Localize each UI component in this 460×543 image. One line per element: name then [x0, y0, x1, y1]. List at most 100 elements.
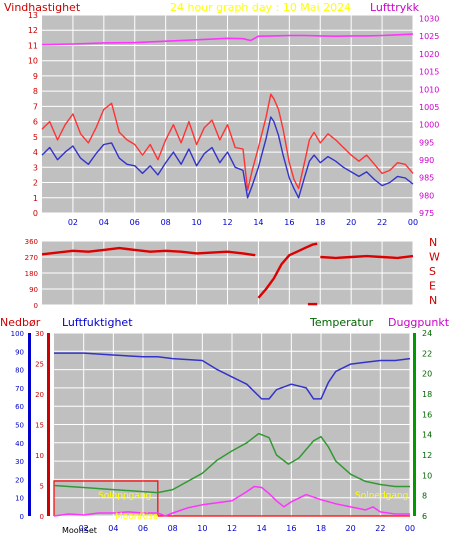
- night-box: [53, 480, 410, 517]
- x-tick-label: 02: [68, 218, 78, 227]
- y2-tick-label: 990: [419, 156, 434, 165]
- temp-tick-label: 24: [422, 329, 432, 338]
- temp-tick-label: 20: [422, 370, 432, 379]
- wind-speed-line: [41, 116, 414, 199]
- humidity-label: Luftfuktighet: [62, 316, 133, 329]
- humidity-tick-label: 20: [15, 476, 24, 484]
- y-tick-label: 90: [29, 286, 38, 294]
- humidity-tick-label: 30: [15, 458, 24, 466]
- x-tick-label: 14: [253, 218, 263, 227]
- humidity-axis-bar: [28, 333, 31, 516]
- humidity-tick-label: 0: [20, 513, 24, 521]
- y2-tick-label: 980: [419, 191, 434, 200]
- y-tick-label: 5: [33, 133, 38, 142]
- y-tick-label: 11: [28, 41, 38, 50]
- temp-tick-label: 10: [422, 471, 432, 480]
- y2-tick-label: 975: [419, 209, 434, 218]
- y2-tick-label: 1000: [419, 121, 439, 130]
- x-tick-label: 18: [316, 524, 326, 533]
- temp-tick-label: 16: [422, 410, 432, 419]
- y-tick-label: 0: [34, 302, 38, 310]
- y2-tick-label: 1010: [419, 85, 439, 94]
- x-tick-label: 20: [346, 524, 356, 533]
- wind-gust-line: [41, 93, 414, 191]
- x-tick-label: 04: [108, 524, 118, 533]
- temp-tick-label: 12: [422, 451, 432, 460]
- humidity-tick-label: 60: [15, 403, 24, 411]
- precipitation-label: Nedbør: [0, 316, 41, 329]
- compass-label: S: [429, 265, 436, 278]
- temperature-label: Temperatur: [309, 316, 374, 329]
- compass-label: E: [429, 280, 436, 293]
- y2-tick-label: 1015: [419, 68, 439, 77]
- humidity-tick-label: 10: [15, 495, 24, 503]
- precip-tick-label: 5: [40, 483, 44, 491]
- y2-tick-label: 995: [419, 138, 434, 147]
- y-tick-label: 180: [25, 270, 38, 278]
- precip-tick-label: 25: [35, 361, 44, 369]
- y-tick-label: 13: [28, 11, 38, 20]
- precip-tick-label: 20: [35, 391, 44, 399]
- precip-tick-label: 15: [35, 422, 44, 430]
- y-tick-label: 7: [33, 102, 38, 111]
- y-tick-label: 2: [33, 179, 38, 188]
- x-tick-label: 10: [191, 218, 201, 227]
- temp-tick-label: 22: [422, 349, 432, 358]
- y-tick-label: 1: [33, 194, 38, 203]
- wind-pressure-panel: 0123456789101112139759809859909951000100…: [28, 11, 440, 227]
- x-tick-label: 04: [99, 218, 109, 227]
- x-tick-label: 22: [377, 218, 387, 227]
- y-tick-label: 3: [33, 163, 38, 172]
- x-tick-label: 16: [286, 524, 296, 533]
- compass-label: W: [429, 251, 440, 264]
- temperature-line: [53, 432, 410, 494]
- precip-axis-bar: [47, 333, 50, 516]
- x-tick-label: 06: [130, 218, 140, 227]
- temp-tick-label: 18: [422, 390, 432, 399]
- precip-tick-label: 10: [35, 452, 44, 460]
- compass-label: N: [429, 294, 437, 307]
- y-tick-label: 10: [28, 57, 38, 66]
- humidity-tick-label: 90: [15, 348, 24, 356]
- y-tick-label: 0: [33, 209, 38, 218]
- sunrise-label: Soloppgang: [98, 491, 151, 501]
- direction-trace: [41, 246, 256, 257]
- y2-tick-label: 985: [419, 174, 434, 183]
- x-tick-label: 20: [346, 218, 356, 227]
- dewpoint-line: [53, 485, 410, 517]
- x-tick-label: 12: [222, 218, 232, 227]
- humidity-tick-label: 40: [15, 440, 24, 448]
- direction-trace: [320, 254, 414, 260]
- y-tick-label: 4: [33, 148, 38, 157]
- humidity-line: [54, 352, 411, 400]
- x-tick-label: 16: [284, 218, 294, 227]
- x-tick-label: 18: [315, 218, 325, 227]
- temp-tick-label: 8: [422, 492, 427, 501]
- temp-tick-label: 6: [422, 512, 427, 521]
- y-tick-label: 360: [25, 238, 38, 246]
- x-tick-label: 14: [257, 524, 267, 533]
- pressure-label: Lufttrykk: [370, 1, 420, 14]
- precip-tick-label: 0: [40, 513, 44, 521]
- x-tick-label: 12: [227, 524, 237, 533]
- x-tick-label: 08: [168, 524, 178, 533]
- x-tick-label: 08: [161, 218, 171, 227]
- temp-tick-label: 14: [422, 431, 432, 440]
- y2-tick-label: 1025: [419, 32, 439, 41]
- y-tick-label: 6: [33, 118, 38, 127]
- humidity-tick-label: 50: [15, 422, 24, 430]
- x-tick-label: 22: [375, 524, 385, 533]
- y2-tick-label: 1020: [419, 50, 439, 59]
- pressure-line: [41, 33, 414, 46]
- temp-axis-bar: [413, 333, 416, 516]
- x-tick-label: 00: [405, 524, 415, 533]
- compass-label: N: [429, 236, 437, 249]
- x-tick-label: 00: [408, 218, 418, 227]
- y-tick-label: 270: [25, 254, 38, 262]
- precip-tick-label: 30: [35, 330, 44, 338]
- y2-tick-label: 1030: [419, 15, 439, 24]
- wind-speed-label: Vindhastighet: [4, 1, 81, 14]
- x-tick-label: 10: [197, 524, 207, 533]
